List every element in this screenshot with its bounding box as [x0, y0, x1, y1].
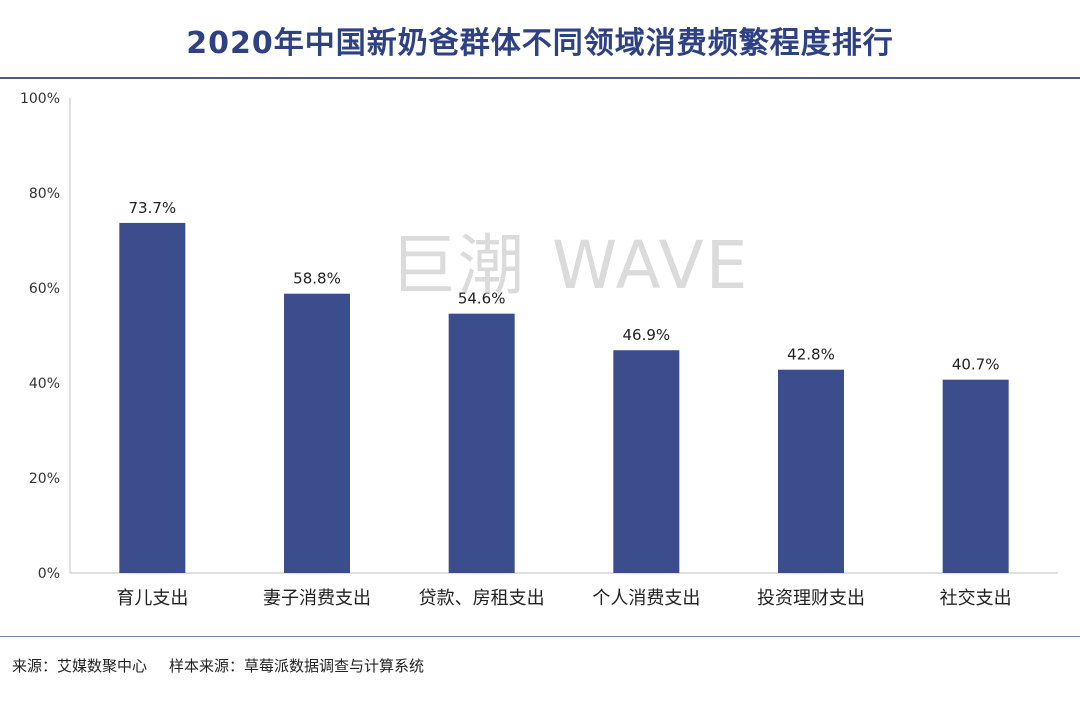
- bar: [613, 350, 680, 573]
- x-tick-label: 妻子消费支出: [263, 588, 371, 609]
- bar: [284, 293, 350, 573]
- x-tick-label: 个人消费支出: [592, 588, 700, 609]
- bar-value-label: 42.8%: [787, 346, 835, 364]
- title-divider: [0, 77, 1080, 79]
- y-axis-ticks: 0% 20% 40% 60% 80% 100%: [20, 91, 60, 582]
- y-tick-label: 20%: [29, 471, 60, 487]
- bar: [119, 222, 186, 574]
- source-left: 来源：艾媒数聚中心: [12, 657, 148, 675]
- footer-divider: [0, 636, 1080, 637]
- source-right: 样本来源：草莓派数据调查与计算系统: [169, 657, 425, 675]
- x-tick-label: 贷款、房租支出: [419, 588, 545, 609]
- y-tick-label: 40%: [29, 376, 60, 392]
- y-tick-label: 100%: [20, 91, 60, 107]
- y-tick-label: 0%: [38, 566, 60, 582]
- bar-value-label: 54.6%: [458, 290, 506, 308]
- x-axis-labels: 育儿支出 妻子消费支出 贷款、房租支出 个人消费支出 投资理财支出 社交支出: [116, 588, 1011, 609]
- x-tick-label: 投资理财支出: [757, 588, 865, 609]
- bar-value-label: 58.8%: [293, 270, 341, 288]
- bar: [942, 379, 1009, 573]
- x-tick-label: 育儿支出: [116, 588, 188, 609]
- bar-chart: 0% 20% 40% 60% 80% 100% 73.7% 58.8% 54.6% 46.9% 4…: [20, 91, 1058, 609]
- bar-series: [119, 222, 1009, 574]
- bar-value-label: 40.7%: [952, 356, 1000, 374]
- chart-title: 2020年中国新奶爸群体不同领域消费频繁程度排行: [186, 26, 894, 61]
- source-note: 来源：艾媒数聚中心 样本来源：草莓派数据调查与计算系统: [12, 655, 424, 676]
- bar: [778, 369, 844, 573]
- y-tick-label: 60%: [29, 281, 60, 297]
- bar-value-label: 46.9%: [623, 326, 671, 344]
- bar: [448, 313, 515, 573]
- value-labels: 73.7% 58.8% 54.6% 46.9% 42.8% 40.7%: [129, 199, 1000, 374]
- x-tick-label: 社交支出: [940, 588, 1012, 609]
- bar-value-label: 73.7%: [129, 199, 177, 217]
- chart-axes: [69, 98, 1058, 574]
- y-tick-label: 80%: [29, 186, 60, 202]
